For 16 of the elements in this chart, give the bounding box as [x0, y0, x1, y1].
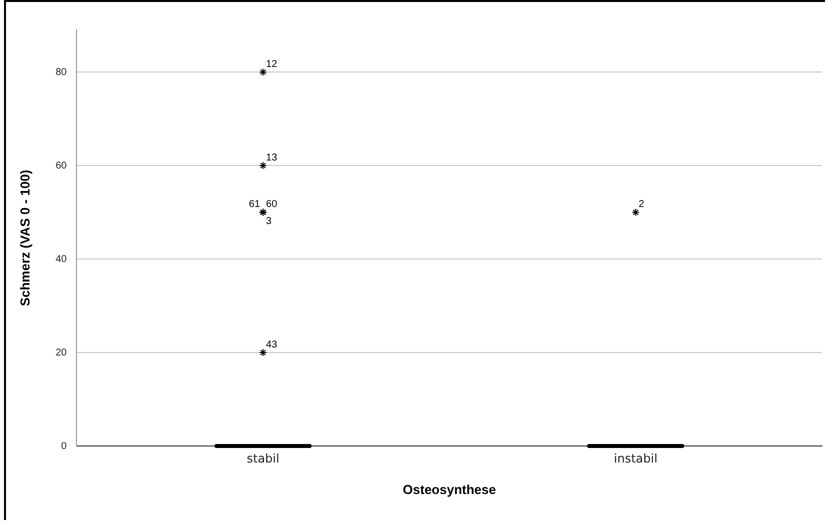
annotation: 13: [266, 152, 278, 164]
annotation: 3: [266, 216, 272, 228]
y-tick-label: 60: [56, 160, 68, 172]
annotation: 43: [266, 339, 278, 350]
x-axis-title: Osteosynthese: [402, 482, 496, 497]
x-tick-label: stabil: [246, 451, 280, 466]
annotation: 61: [248, 199, 260, 210]
y-tick-label: 20: [56, 347, 68, 358]
annotation: 60: [266, 199, 278, 210]
y-tick-label: 80: [56, 66, 68, 78]
y-tick-label: 40: [56, 254, 68, 265]
x-tick-label: instabil: [614, 451, 658, 466]
annotation: 12: [266, 58, 278, 70]
y-tick-label: 0: [61, 440, 68, 452]
y-axis-title: Schmerz (VAS 0 - 100): [17, 170, 32, 306]
annotation: 2: [638, 199, 645, 210]
